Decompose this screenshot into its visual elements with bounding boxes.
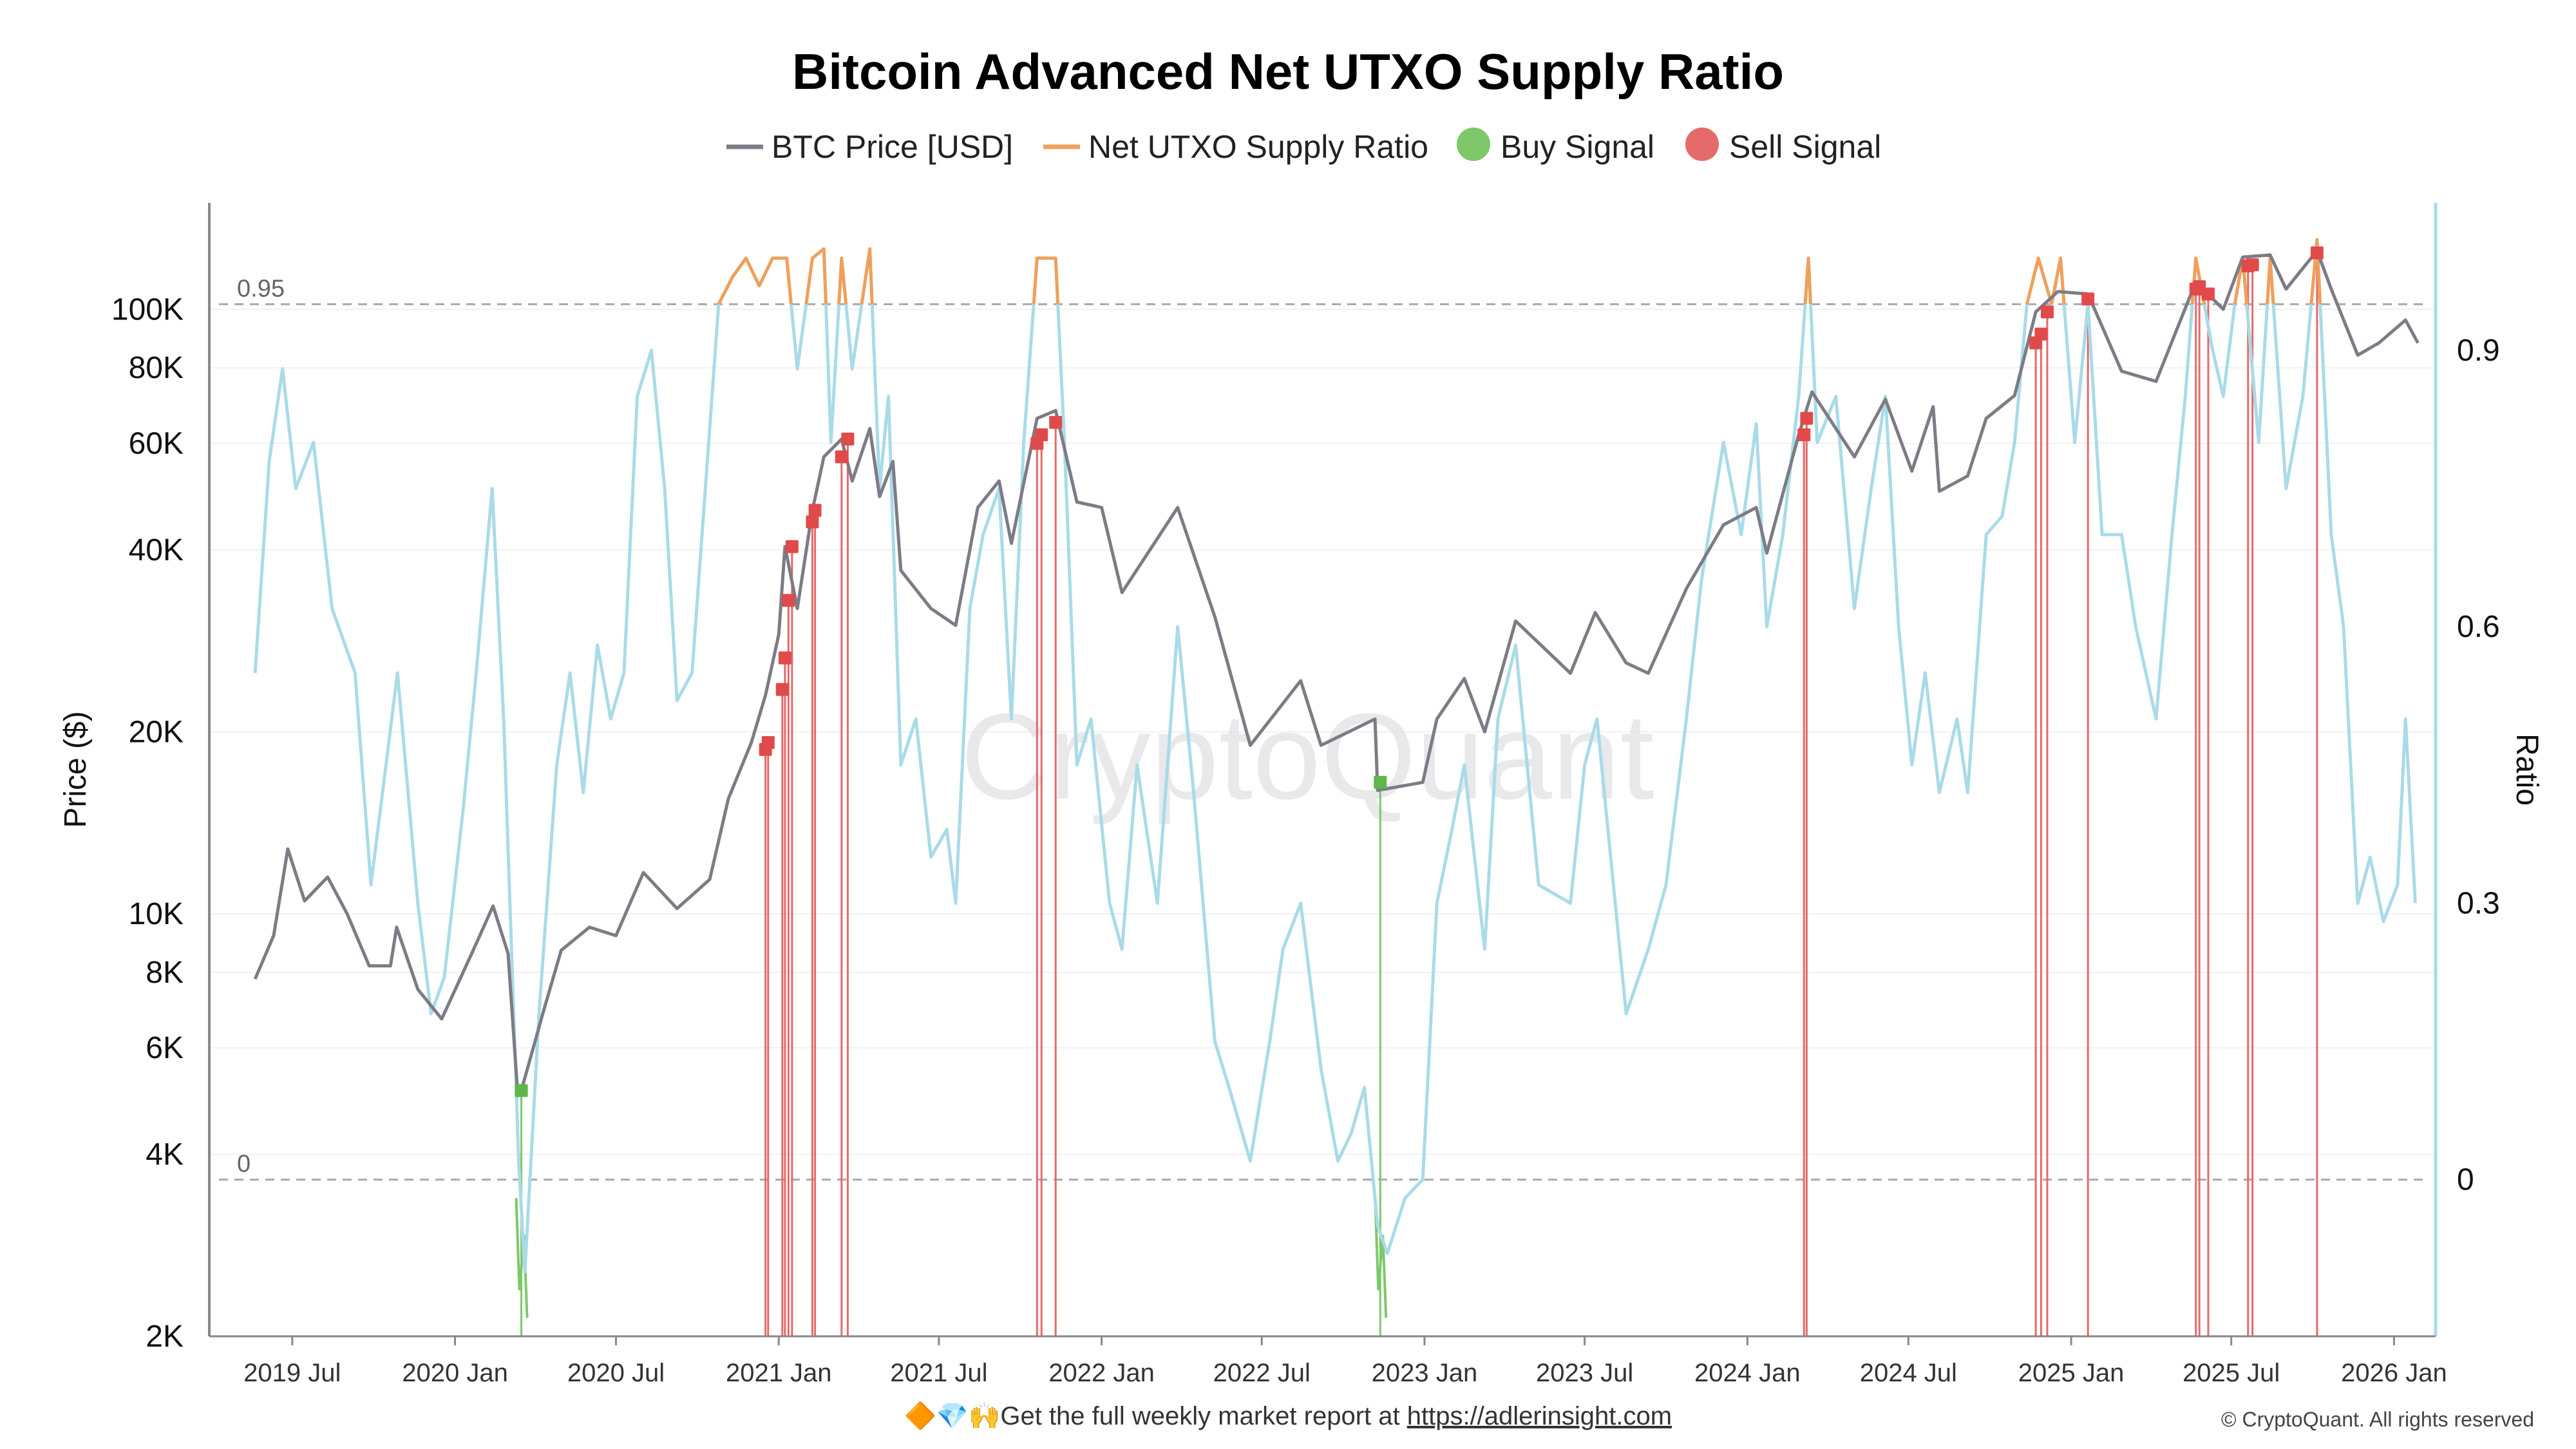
buy-signal-dip: [515, 1198, 529, 1318]
x-tick-label: 2023 Jan: [1372, 1359, 1478, 1387]
y-right-ticks: 0 0.3 0.6 0.9: [2457, 334, 2500, 1197]
footer-emojis: 🔶💎🙌: [904, 1401, 1000, 1430]
buy-signal-dip: [1374, 1198, 1388, 1318]
legend-item-btc-price[interactable]: BTC Price [USD]: [726, 129, 1013, 165]
x-tick-label: 2022 Jan: [1048, 1359, 1155, 1387]
y-right-tick-label: 0.6: [2457, 610, 2500, 644]
sell-signal-marker: [782, 594, 795, 607]
sell-signal-marker: [2246, 258, 2259, 272]
sell-signal-marker: [1800, 412, 1814, 425]
x-tick-label: 2020 Jan: [402, 1359, 508, 1387]
sell-signal-marker: [806, 515, 819, 529]
chart-title: Bitcoin Advanced Net UTXO Supply Ratio: [792, 43, 1784, 100]
sell-signal-marker: [2040, 305, 2054, 319]
y-right-tick-label: 0.3: [2457, 886, 2500, 920]
y-left-axis-title: Price ($): [59, 711, 93, 828]
watermark: CryptoQuant: [960, 688, 1654, 825]
x-tick-label: 2025 Jan: [2018, 1359, 2125, 1387]
legend-label-buy-signal: Buy Signal: [1501, 129, 1654, 165]
signal-lines: [515, 252, 2318, 1336]
x-tick-label: 2022 Jul: [1213, 1359, 1311, 1387]
x-tick-label: 2024 Jul: [1860, 1359, 1957, 1387]
legend-label-net-utxo-ratio: Net UTXO Supply Ratio: [1088, 129, 1428, 165]
x-tick-label: 2021 Jul: [890, 1359, 987, 1387]
legend-item-buy-signal[interactable]: Buy Signal: [1457, 128, 1654, 165]
footer-text: Get the full weekly market report at: [1000, 1402, 1406, 1430]
x-tick-label: 2023 Jul: [1536, 1359, 1633, 1387]
y-left-tick-label: 60K: [129, 427, 184, 461]
legend-item-sell-signal[interactable]: Sell Signal: [1685, 128, 1881, 165]
buy-signal-marker: [1374, 775, 1387, 789]
x-ticks: 2019 Jul 2020 Jan 2020 Jul 2021 Jan 2021 Jul…: [243, 1336, 2447, 1387]
axes: [208, 203, 2438, 1338]
y-left-tick-label: 4K: [146, 1137, 184, 1171]
x-tick-label: 2024 Jan: [1694, 1359, 1801, 1387]
y-right-axis-title: Ratio: [2510, 734, 2544, 806]
y-left-tick-label: 8K: [146, 956, 184, 990]
buy-signal-marker: [515, 1084, 528, 1097]
ratio-series: [253, 238, 2417, 1274]
legend-swatch-sell-signal: [1685, 128, 1719, 161]
footer-link[interactable]: https://adlerinsight.com: [1407, 1402, 1672, 1430]
x-tick-label: 2025 Jul: [2183, 1359, 2280, 1387]
sell-signal-marker: [2201, 287, 2215, 301]
legend-label-sell-signal: Sell Signal: [1729, 129, 1881, 165]
legend: BTC Price [USD] Net UTXO Supply Ratio Bu…: [726, 128, 1881, 165]
sell-signal-marker: [775, 683, 789, 696]
x-tick-label: 2020 Jul: [567, 1359, 665, 1387]
copyright: © CryptoQuant. All rights reserved: [2221, 1408, 2534, 1431]
x-tick-label: 2019 Jul: [243, 1359, 341, 1387]
sell-signal-marker: [835, 450, 848, 464]
legend-swatch-buy-signal: [1457, 128, 1490, 161]
sell-signal-marker: [761, 736, 775, 750]
reference-line-label: 0: [237, 1151, 251, 1178]
legend-item-net-utxo-ratio[interactable]: Net UTXO Supply Ratio: [1043, 129, 1428, 165]
signal-markers: [515, 246, 2324, 1097]
sell-signal-marker: [1049, 415, 1063, 429]
y-left-tick-label: 100K: [111, 292, 184, 327]
sell-signal-marker: [785, 540, 799, 553]
y-left-tick-label: 10K: [129, 897, 184, 931]
y-left-tick-label: 40K: [129, 533, 184, 567]
legend-label-btc-price: BTC Price [USD]: [772, 129, 1013, 165]
x-tick-label: 2021 Jan: [726, 1359, 832, 1387]
y-left-ticks: 2K 4K 6K 8K 10K 20K 40K 60K 80K 100K: [111, 292, 184, 1354]
y-left-tick-label: 6K: [146, 1031, 184, 1065]
sell-signal-marker: [808, 504, 822, 517]
y-left-tick-label: 2K: [146, 1320, 184, 1354]
y-right-tick-label: 0: [2457, 1163, 2474, 1197]
ratio-line: [253, 238, 2417, 1274]
sell-signal-marker: [778, 651, 791, 665]
sell-signal-marker: [1797, 428, 1811, 442]
sell-signal-marker: [2034, 327, 2048, 341]
price-series: [253, 249, 2420, 1097]
footer-line: 🔶💎🙌Get the full weekly market report at …: [904, 1401, 1672, 1430]
sell-signal-marker: [1035, 428, 1048, 442]
sell-signal-marker: [2310, 246, 2324, 260]
x-tick-label: 2026 Jan: [2341, 1359, 2447, 1387]
sell-signal-marker: [841, 432, 855, 446]
reference-line-label: 0.95: [237, 275, 285, 302]
y-left-tick-label: 20K: [129, 715, 184, 749]
btc-price-line: [253, 249, 2420, 1097]
reference-lines: 0.95 0: [219, 275, 2429, 1181]
footer: 🔶💎🙌Get the full weekly market report at …: [904, 1401, 2534, 1431]
y-right-tick-label: 0.9: [2457, 334, 2500, 368]
y-left-tick-label: 80K: [129, 351, 184, 385]
sell-signal-marker: [2081, 292, 2095, 306]
